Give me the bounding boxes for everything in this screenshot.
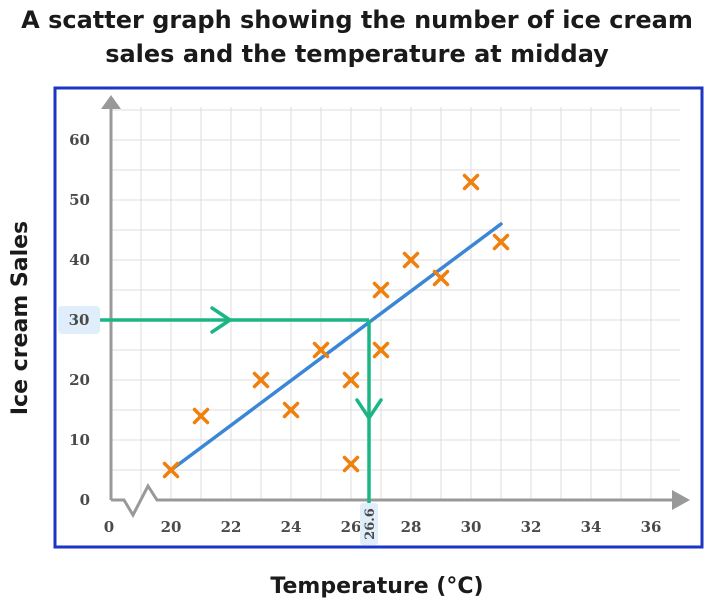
x-reading-label: 26.6	[363, 508, 378, 540]
data-point-marker	[492, 233, 510, 251]
reading-arrow-right-icon	[210, 306, 232, 334]
data-point-marker	[402, 251, 420, 269]
chart-title-line-1: A scatter graph showing the number of ic…	[21, 6, 693, 34]
data-point-marker	[342, 371, 360, 389]
axes	[101, 95, 690, 519]
data-point-marker	[462, 173, 480, 191]
x-tick-label: 22	[221, 518, 242, 536]
y-reading-label-bg	[58, 306, 100, 334]
data-point-marker	[192, 407, 210, 425]
points-layer	[162, 173, 510, 479]
line-of-best-fit	[169, 222, 503, 472]
data-point-marker	[432, 269, 450, 287]
y-axis-title: Ice cream Sales	[8, 221, 33, 415]
x-tick-label: 34	[581, 518, 602, 536]
x-tick-label: 26	[341, 518, 362, 536]
x-origin-label: 0	[104, 518, 114, 536]
data-point-marker	[372, 281, 390, 299]
y-tick-label: 0	[80, 491, 90, 509]
y-axis-arrow-icon	[101, 95, 121, 109]
data-point-marker	[252, 371, 270, 389]
y-tick-label: 50	[69, 191, 90, 209]
fit-line-layer	[169, 222, 503, 472]
data-point-marker	[162, 461, 180, 479]
y-reading-label: 30	[69, 311, 90, 329]
data-point-marker	[342, 455, 360, 473]
y-tick-label: 10	[69, 431, 90, 449]
x-tick-label: 32	[521, 518, 542, 536]
reading-layer: 30 26.6	[58, 306, 383, 545]
y-tick-label: 60	[69, 131, 90, 149]
x-reading-label-bg	[360, 503, 378, 545]
x-axis-arrow-icon	[672, 490, 690, 510]
y-tick-label: 20	[69, 371, 90, 389]
data-point-marker	[372, 341, 390, 359]
x-tick-label: 24	[281, 518, 302, 536]
x-tick-label: 30	[461, 518, 482, 536]
data-point-marker	[312, 341, 330, 359]
reading-arrow-down-icon	[355, 398, 383, 420]
x-tick-label: 36	[641, 518, 662, 536]
y-tick-label: 40	[69, 251, 90, 269]
x-tick-label: 20	[161, 518, 182, 536]
chart-title-line-2: sales and the temperature at midday	[105, 40, 609, 68]
x-axis-line	[111, 483, 676, 519]
x-tick-label: 28	[401, 518, 422, 536]
x-axis-title: Temperature (°C)	[270, 574, 483, 599]
data-point-marker	[282, 401, 300, 419]
